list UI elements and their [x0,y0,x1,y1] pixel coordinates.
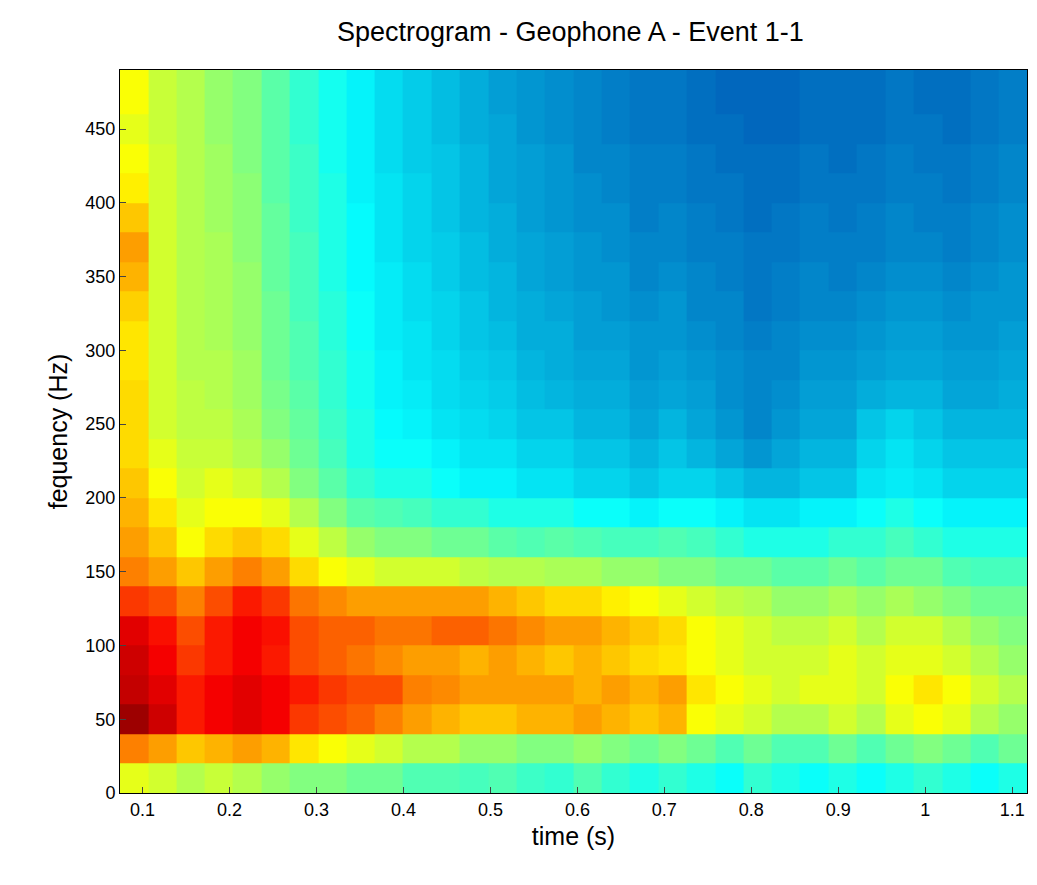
svg-text:200: 200 [85,488,115,508]
svg-text:0.5: 0.5 [478,800,503,820]
svg-text:100: 100 [85,636,115,656]
svg-text:350: 350 [85,267,115,287]
svg-text:0.4: 0.4 [391,800,416,820]
svg-text:0.3: 0.3 [304,800,329,820]
svg-text:50: 50 [95,710,115,730]
svg-text:fequency (Hz): fequency (Hz) [44,354,72,510]
svg-text:0.1: 0.1 [130,800,155,820]
svg-text:0.8: 0.8 [739,800,764,820]
svg-text:250: 250 [85,414,115,434]
svg-text:0.7: 0.7 [652,800,677,820]
svg-text:1: 1 [920,800,930,820]
svg-text:0.9: 0.9 [826,800,851,820]
svg-text:0.2: 0.2 [217,800,242,820]
svg-text:1.1: 1.1 [1000,800,1025,820]
svg-text:0: 0 [105,783,115,803]
svg-text:300: 300 [85,341,115,361]
svg-text:0.6: 0.6 [565,800,590,820]
svg-text:150: 150 [85,562,115,582]
svg-text:450: 450 [85,119,115,139]
svg-text:time (s): time (s) [532,822,615,850]
svg-text:Spectrogram - Geophone A - Eve: Spectrogram - Geophone A - Event 1-1 [337,17,804,47]
svg-text:400: 400 [85,193,115,213]
